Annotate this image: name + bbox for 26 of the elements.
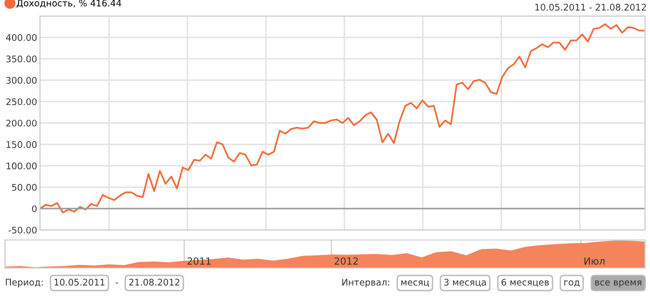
y-tick-label: 150.00	[6, 141, 37, 148]
line-series	[40, 23, 645, 214]
text: год	[564, 280, 580, 287]
y-tick-label: 100.00	[6, 162, 37, 170]
text: месяц	[401, 280, 429, 287]
y-tick-label: 0	[32, 205, 37, 212]
text: все время	[595, 280, 642, 288]
y-tick-label: 200.00	[6, 120, 37, 127]
y-tick-label: 250.00	[6, 98, 37, 106]
legend-label: Доходность, % 416.44	[16, 0, 122, 8]
text: 10.05.2011	[54, 278, 104, 286]
text: -	[116, 282, 118, 284]
annotation: Июл	[584, 257, 604, 265]
text: 6 месяцев	[502, 278, 549, 287]
annotation: 2011	[187, 257, 211, 265]
text: Интервал:	[342, 278, 390, 288]
text: 21.08.2012	[129, 278, 180, 286]
text: 3 месяца	[444, 278, 486, 287]
chart-subtitle: 10.05.2011 - 21.08.2012	[535, 4, 646, 11]
annotation: 2012	[334, 257, 358, 265]
y-tick-label: 300.00	[6, 76, 37, 84]
y-tick-label: -50.00	[8, 226, 37, 234]
y-tick-label: 50.00	[12, 184, 37, 191]
y-tick-label: 400.00	[6, 34, 37, 41]
text: Период:	[6, 278, 43, 288]
y-tick-label: 350.00	[6, 56, 37, 62]
